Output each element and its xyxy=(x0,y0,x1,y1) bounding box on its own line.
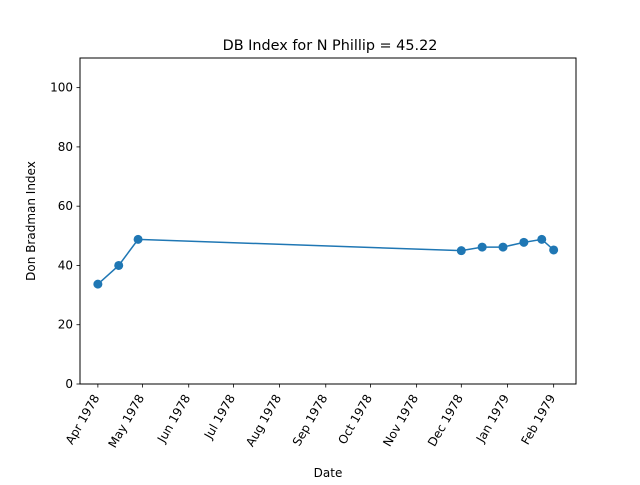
y-tick-label: 0 xyxy=(65,377,73,391)
plot-frame xyxy=(79,57,577,385)
data-point xyxy=(477,242,487,252)
data-point xyxy=(519,237,529,247)
x-axis-label: Date xyxy=(314,466,343,480)
data-point xyxy=(498,242,508,252)
data-point xyxy=(93,279,103,289)
y-tick-label: 60 xyxy=(58,199,73,213)
y-tick-label: 100 xyxy=(50,81,73,95)
data-point xyxy=(114,260,124,270)
y-axis: 0 20 40 60 80 100 xyxy=(50,81,80,391)
data-point xyxy=(549,245,559,255)
y-axis-label: Don Bradman Index xyxy=(24,161,38,281)
y-tick-label: 40 xyxy=(58,258,73,272)
data-point xyxy=(456,246,466,256)
y-tick-label: 20 xyxy=(58,318,73,332)
series-layer xyxy=(93,234,559,289)
y-tick-label: 80 xyxy=(58,140,73,154)
chart-title: DB Index for N Phillip = 45.22 xyxy=(223,38,438,54)
data-point xyxy=(133,234,143,244)
data-point xyxy=(537,234,547,244)
